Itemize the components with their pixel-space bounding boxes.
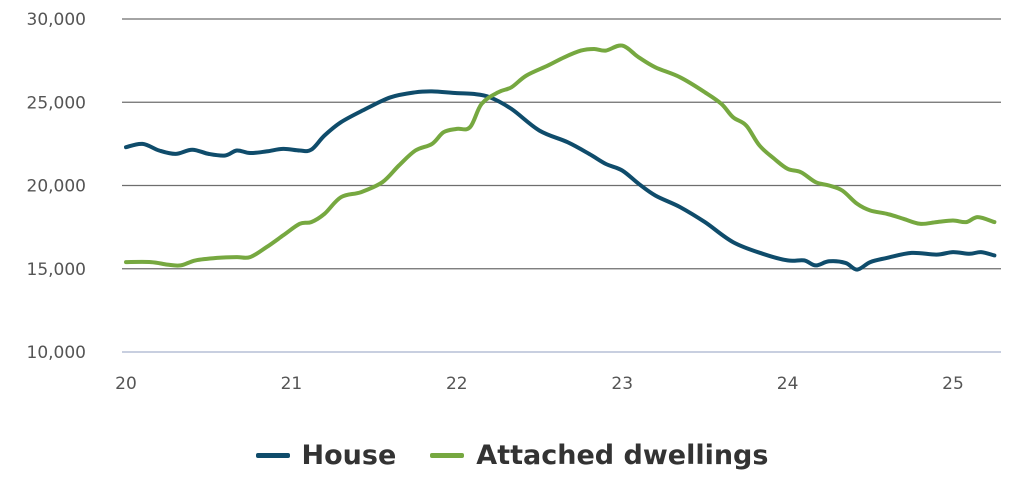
series-layer xyxy=(124,43,997,272)
y-tick-label: 10,000 xyxy=(27,343,86,363)
legend-label-house: House xyxy=(301,439,397,471)
x-tick-label: 24 xyxy=(777,374,799,394)
legend-swatch-attached-dwellings xyxy=(430,452,465,458)
y-tick-label: 15,000 xyxy=(27,260,86,280)
x-tick-label: 20 xyxy=(115,374,137,394)
legend: House Attached dwellings xyxy=(0,430,1024,480)
y-axis: 10,000 15,000 20,000 25,000 30,000 xyxy=(27,10,86,363)
x-tick-label: 25 xyxy=(942,374,964,394)
y-tick-label: 20,000 xyxy=(27,177,86,197)
x-tick-label: 22 xyxy=(446,374,468,394)
legend-label-attached-dwellings: Attached dwellings xyxy=(476,439,769,471)
grid-lines xyxy=(122,18,1001,353)
legend-item-attached-dwellings: Attached dwellings xyxy=(430,440,768,471)
legend-item-house: House xyxy=(255,439,397,471)
x-axis: 20 21 22 23 24 25 xyxy=(115,374,964,394)
y-tick-label: 30,000 xyxy=(27,10,86,30)
y-tick-label: 25,000 xyxy=(27,93,86,113)
series-line-attached-dwellings xyxy=(124,43,997,268)
legend-swatch-house xyxy=(255,452,290,458)
x-tick-label: 23 xyxy=(611,374,633,394)
series-line-house xyxy=(124,89,997,272)
x-tick-label: 21 xyxy=(281,374,303,394)
